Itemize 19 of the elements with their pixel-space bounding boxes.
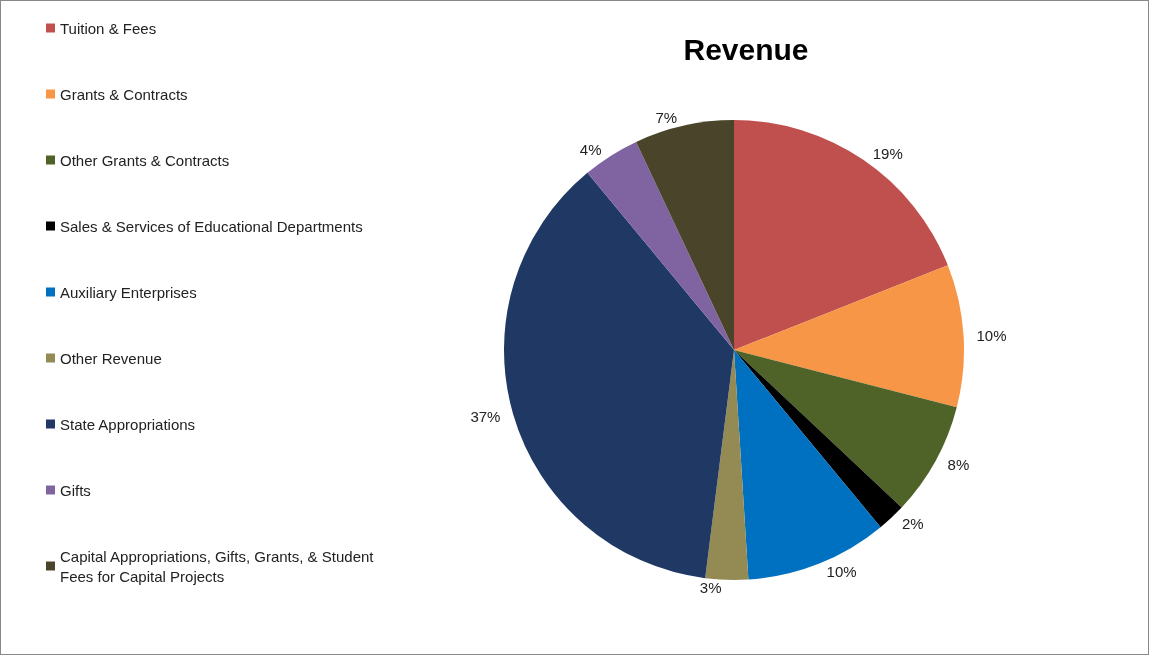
legend-label: State Appropriations: [60, 415, 196, 433]
data-label: 3%: [699, 579, 722, 597]
legend-label: Other Revenue: [60, 349, 162, 367]
legend-label: Auxiliary Enterprises: [60, 283, 197, 301]
chart-title: Revenue: [683, 32, 809, 66]
data-label: 2%: [901, 514, 924, 532]
legend-label: Sales & Services of Educational Departments: [60, 217, 363, 235]
data-label: 10%: [826, 562, 857, 580]
data-label: 37%: [470, 407, 501, 425]
data-label: 10%: [976, 326, 1007, 344]
legend-label: Other Grants & Contracts: [60, 151, 230, 169]
data-label: 7%: [655, 109, 678, 127]
data-label: 4%: [579, 140, 602, 158]
legend-label: Gifts: [60, 481, 91, 499]
data-label: 8%: [947, 456, 970, 474]
legend-label: Tuition & Fees: [60, 19, 157, 37]
legend-label: Grants & Contracts: [60, 85, 188, 103]
data-label: 19%: [872, 144, 903, 162]
legend-label: Capital Appropriations, Gifts, Grants, & Student Fees for Capital Projects: [60, 547, 378, 585]
